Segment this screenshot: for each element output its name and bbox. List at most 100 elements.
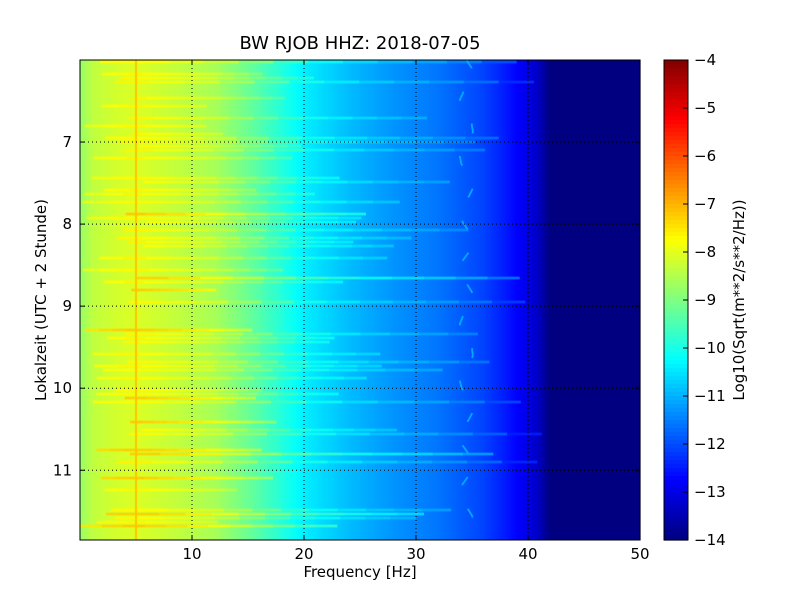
- heatmap-streak: [188, 200, 215, 204]
- heatmap-streak: [116, 188, 130, 192]
- heatmap-streak: [315, 516, 341, 520]
- heatmap-cell: [362, 60, 366, 540]
- colorbar-segment: [664, 128, 688, 133]
- heatmap-streak: [153, 76, 171, 80]
- heatmap-cell: [382, 60, 386, 540]
- heatmap-cell: [610, 60, 614, 540]
- heatmap-streak: [212, 352, 237, 356]
- heatmap-streak: [251, 420, 265, 424]
- heatmap-streak: [242, 156, 260, 160]
- heatmap-streak: [115, 388, 128, 392]
- heatmap-cell: [393, 60, 397, 540]
- heatmap-streak: [290, 256, 316, 260]
- heatmap-cell: [360, 60, 363, 540]
- heatmap-cell: [225, 60, 229, 540]
- heatmap-streak: [327, 276, 361, 280]
- heatmap-cell: [377, 60, 381, 540]
- heatmap-streak: [253, 116, 279, 120]
- heatmap-streak: [151, 388, 165, 392]
- heatmap-cell: [212, 60, 215, 540]
- heatmap-cell: [149, 60, 153, 540]
- heatmap-streak: [325, 212, 346, 216]
- heatmap-streak: [146, 256, 172, 260]
- heatmap-streak: [413, 368, 443, 372]
- heatmap-streak: [268, 140, 299, 144]
- heatmap-streak: [179, 144, 194, 148]
- heatmap-streak: [301, 432, 337, 436]
- heatmap-cell: [274, 60, 278, 540]
- heatmap-cell: [402, 60, 406, 540]
- heatmap-streak: [344, 512, 372, 516]
- heatmap-streak: [203, 116, 229, 120]
- heatmap-cell: [608, 60, 612, 540]
- colorbar-segment: [664, 124, 688, 129]
- heatmap-streak: [183, 280, 204, 284]
- heatmap-streak: [235, 72, 250, 76]
- heatmap-cell: [599, 60, 603, 540]
- heatmap-streak: [291, 512, 319, 516]
- heatmap-cell: [339, 60, 343, 540]
- heatmap-streak: [487, 276, 520, 280]
- heatmap-streak: [154, 188, 168, 192]
- heatmap-streak: [152, 460, 189, 464]
- y-tick-label: 10: [53, 379, 72, 397]
- heatmap-streak: [215, 176, 237, 180]
- heatmap-streak: [218, 192, 239, 196]
- heatmap-streak: [198, 220, 217, 224]
- heatmap-streak: [371, 452, 403, 456]
- heatmap-streak: [281, 452, 312, 456]
- heatmap-cell: [80, 60, 83, 540]
- heatmap-streak: [201, 476, 216, 480]
- colorbar-segment: [664, 284, 688, 289]
- colorbar-segment: [664, 204, 688, 209]
- heatmap-cell: [115, 60, 119, 540]
- heatmap-cell: [416, 60, 419, 540]
- heatmap-streak: [165, 124, 176, 128]
- heatmap-streak: [268, 220, 287, 224]
- heatmap-streak: [166, 144, 181, 148]
- heatmap-streak: [118, 364, 143, 368]
- heatmap-streak: [423, 180, 450, 184]
- heatmap-streak: [161, 300, 196, 304]
- heatmap-cell: [234, 60, 238, 540]
- heatmap-cell: [433, 60, 437, 540]
- heatmap-streak: [183, 148, 214, 152]
- heatmap-streak: [152, 288, 160, 292]
- heatmap-streak: [165, 240, 185, 244]
- heatmap-cell: [144, 60, 148, 540]
- heatmap-streak: [223, 216, 248, 220]
- heatmap-cell: [256, 60, 260, 540]
- heatmap-streak: [96, 448, 111, 452]
- heatmap-streak: [151, 228, 181, 232]
- heatmap-streak: [372, 244, 394, 248]
- heatmap-streak: [215, 236, 241, 240]
- colorbar-segment: [664, 500, 688, 505]
- heatmap-cell: [489, 60, 493, 540]
- heatmap-streak: [393, 80, 430, 84]
- heatmap-streak: [171, 104, 181, 108]
- colorbar-segment: [664, 132, 688, 137]
- heatmap-streak: [333, 148, 365, 152]
- colorbar-segment: [664, 360, 688, 365]
- heatmap-streak: [208, 288, 217, 292]
- colorbar-segment: [664, 368, 688, 373]
- heatmap-streak: [458, 360, 490, 364]
- heatmap-streak: [267, 200, 295, 204]
- heatmap-streak: [275, 156, 293, 160]
- colorbar-segment: [664, 88, 688, 93]
- colorbar-segment: [664, 292, 688, 297]
- heatmap-cell: [151, 60, 155, 540]
- colorbar-segment: [664, 344, 688, 349]
- heatmap-streak: [338, 220, 357, 224]
- heatmap-streak: [353, 428, 376, 432]
- heatmap-streak: [123, 340, 142, 344]
- heatmap-streak: [391, 276, 425, 280]
- heatmap-streak: [112, 328, 128, 332]
- heatmap-streak: [280, 508, 310, 512]
- heatmap-streak: [165, 212, 187, 216]
- heatmap-streak: [104, 280, 125, 284]
- heatmap-cell: [458, 60, 462, 540]
- heatmap-streak: [335, 432, 371, 436]
- heatmap-streak: [167, 188, 181, 192]
- heatmap-streak: [192, 340, 210, 344]
